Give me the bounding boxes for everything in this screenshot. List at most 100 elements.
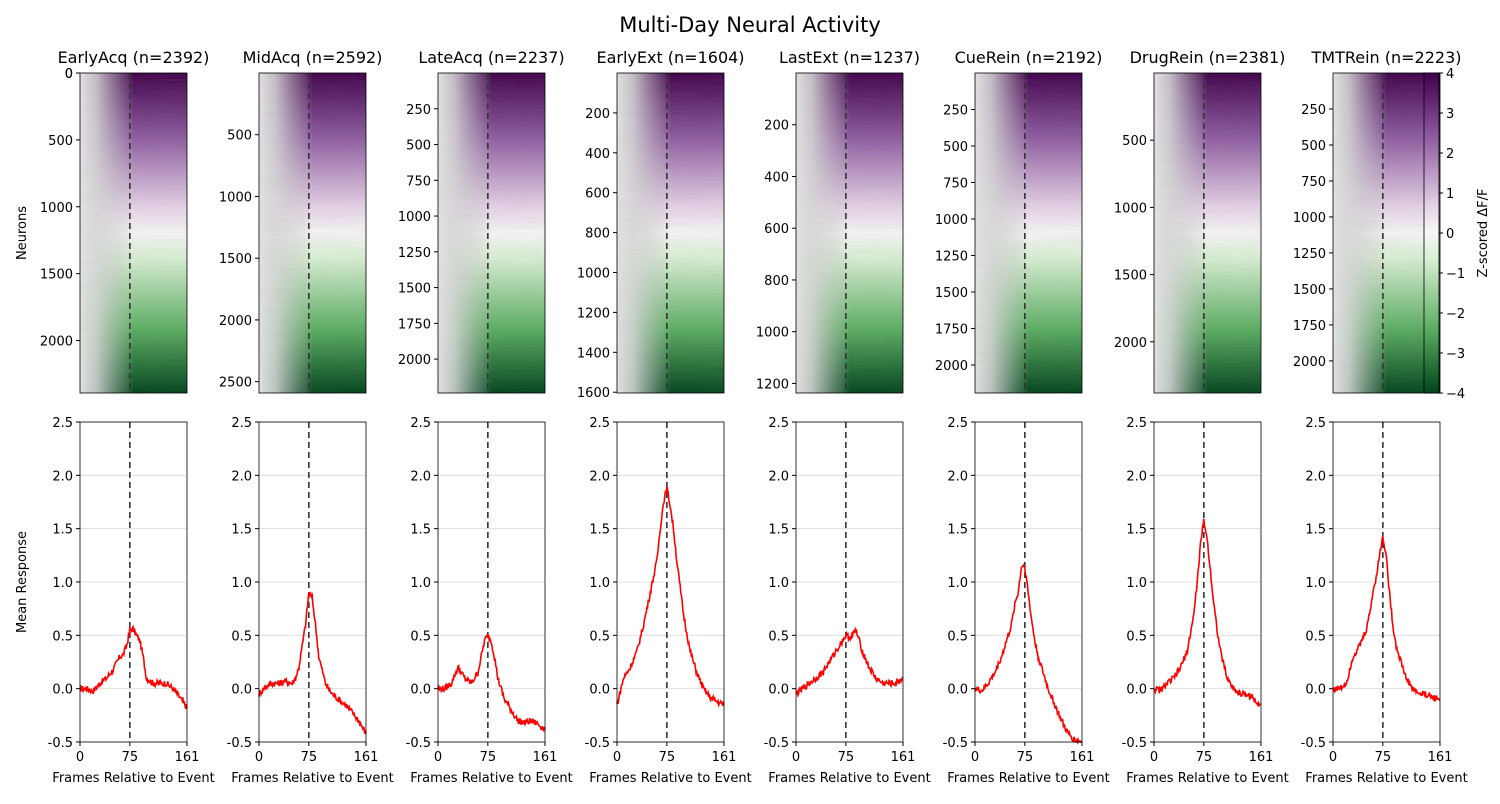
line-panel-5: -0.5 0.0 0.5 1.0 1.5 2.0 2.5 0 75 161 Frames Relat… [764, 416, 931, 786]
colorbar-tick-label: 2 [1446, 147, 1454, 162]
xtick-label: 161 [891, 750, 916, 765]
line-panel-2: -0.5 0.0 0.5 1.0 1.5 2.0 2.5 0 75 161 Frames Relat… [227, 416, 394, 786]
colorbar-tick-label: −3 [1446, 347, 1465, 362]
heatmap-frame-1 [79, 72, 188, 394]
xlabel-6: Frames Relative to Event [947, 771, 1109, 786]
xlabel-3: Frames Relative to Event [410, 771, 572, 786]
heatmap-ytick-label: 1000 [1293, 211, 1326, 226]
ytick-label: 1.5 [1126, 523, 1147, 538]
heatmap-ytick-label: 750 [406, 174, 431, 189]
xtick-label: 161 [175, 750, 200, 765]
colorbar-tick-label: 1 [1446, 187, 1454, 202]
line-panel-7: -0.5 0.0 0.5 1.0 1.5 2.0 2.5 0 75 161 Frames Relat… [1122, 416, 1289, 786]
heatmap-texture-6 [975, 73, 1082, 393]
ytick-label: 2.0 [1305, 469, 1326, 484]
ytick-label: 2.5 [947, 416, 968, 431]
heatmap-ytick-label: 1400 [577, 346, 610, 361]
ytick-label: 1.5 [231, 523, 252, 538]
heatmap-ytick-label: 1750 [1293, 319, 1326, 334]
heatmap-ytick-label: 600 [764, 222, 789, 237]
ytick-label: 1.5 [947, 523, 968, 538]
heatmap-title-2: MidAcq (n=2592) [243, 48, 383, 67]
heatmap-ytick-label: 2000 [935, 359, 968, 374]
figure-title: Multi-Day Neural Activity [619, 13, 881, 37]
xtick-label: 0 [613, 750, 621, 765]
heatmap-frame-2 [258, 72, 367, 394]
xtick-label: 161 [354, 750, 379, 765]
heatmap-ytick-label: 0 [65, 67, 73, 82]
heatmap-texture-1 [80, 73, 187, 393]
line-frame-1 [79, 421, 188, 743]
ytick-label: 0.5 [768, 629, 789, 644]
heatmap-ytick-label: 1200 [756, 377, 789, 392]
heatmap-panel-2: MidAcq (n=2592) 500 1000 1500 2000 2500 [219, 48, 383, 394]
ytick-label: 2.0 [589, 469, 610, 484]
line-ylabel: Mean Response [15, 531, 30, 633]
heatmap-ytick-label: 800 [764, 274, 789, 289]
mean-response-line-2 [258, 590, 367, 734]
heatmap-frame-5 [795, 72, 904, 394]
ytick-label: 0.0 [947, 683, 968, 698]
heatmap-ytick-label: 2500 [219, 376, 252, 391]
heatmap-ytick-label: 1250 [1293, 247, 1326, 262]
ytick-label: 2.5 [589, 416, 610, 431]
heatmap-ytick-label: 1500 [219, 252, 252, 267]
heatmap-texture-8 [1333, 73, 1440, 393]
ytick-label: 0.0 [231, 683, 252, 698]
heatmap-ytick-label: 0 [65, 67, 73, 82]
xtick-label: 75 [838, 750, 855, 765]
heatmap-title-1: EarlyAcq (n=2392) [58, 48, 210, 67]
heatmap-ytick-label: 2000 [40, 335, 73, 350]
heatmap-ytick-label: 800 [585, 227, 610, 242]
ytick-label: 2.5 [52, 416, 73, 431]
xtick-label: 161 [1249, 750, 1274, 765]
xlabel-8: Frames Relative to Event [1305, 771, 1467, 786]
heatmap-ytick-label: 1000 [40, 201, 73, 216]
mean-response-line-8 [1332, 534, 1441, 702]
heatmap-ytick-label: 1250 [398, 246, 431, 261]
heatmap-panel-8: TMTRein (n=2223) 250 500 750 1000 1250 1500 175… [1293, 48, 1462, 394]
heatmap-ytick-label: 2000 [398, 353, 431, 368]
ytick-label: 0.0 [52, 683, 73, 698]
xtick-label: 0 [434, 750, 442, 765]
line-panel-8: -0.5 0.0 0.5 1.0 1.5 2.0 2.5 0 75 161 Frames Relat… [1301, 416, 1468, 786]
heatmap-texture-3 [438, 73, 545, 393]
heatmap-ytick-label: 750 [943, 176, 968, 191]
ytick-label: 2.0 [1126, 469, 1147, 484]
xtick-label: 0 [76, 750, 84, 765]
heatmap-texture-5 [796, 73, 903, 393]
heatmap-ytick-label: 1200 [577, 306, 610, 321]
mean-response-line-5 [795, 626, 904, 699]
heatmap-ytick-label: 600 [585, 187, 610, 202]
heatmap-ytick-label: 2000 [1114, 336, 1147, 351]
heatmap-ytick-label: 500 [48, 134, 73, 149]
ytick-label: 2.0 [410, 469, 431, 484]
xtick-label: 75 [1375, 750, 1392, 765]
ytick-label: -0.5 [406, 736, 431, 751]
heatmap-panel-7: DrugRein (n=2381) 500 1000 1500 2000 [1114, 48, 1286, 394]
ytick-label: 1.0 [52, 576, 73, 591]
xtick-label: 161 [1428, 750, 1453, 765]
line-frame-4 [616, 421, 725, 743]
heatmap-ytick-label: 500 [1122, 134, 1147, 149]
heatmap-title-7: DrugRein (n=2381) [1130, 48, 1286, 67]
line-panel-3: -0.5 0.0 0.5 1.0 1.5 2.0 2.5 0 75 161 Frames Relat… [406, 416, 573, 786]
xtick-label: 161 [712, 750, 737, 765]
colorbar: −4 −3 −2 −1 0 1 2 3 4 [1423, 67, 1465, 402]
ytick-label: 1.5 [768, 523, 789, 538]
mean-response-line-3 [437, 634, 546, 733]
xtick-label: 75 [301, 750, 318, 765]
heatmap-ytick-label: 500 [406, 139, 431, 154]
xtick-label: 75 [659, 750, 676, 765]
heatmap-ylabel: Neurons [15, 206, 30, 260]
xtick-label: 161 [1070, 750, 1095, 765]
heatmap-ytick-label: 200 [764, 119, 789, 134]
heatmap-ytick-label: 1750 [935, 322, 968, 337]
ytick-label: 0.0 [1305, 683, 1326, 698]
heatmap-texture-4 [617, 73, 724, 393]
ytick-label: 0.5 [589, 629, 610, 644]
xtick-label: 75 [480, 750, 497, 765]
heatmap-ytick-label: 750 [1301, 175, 1326, 190]
